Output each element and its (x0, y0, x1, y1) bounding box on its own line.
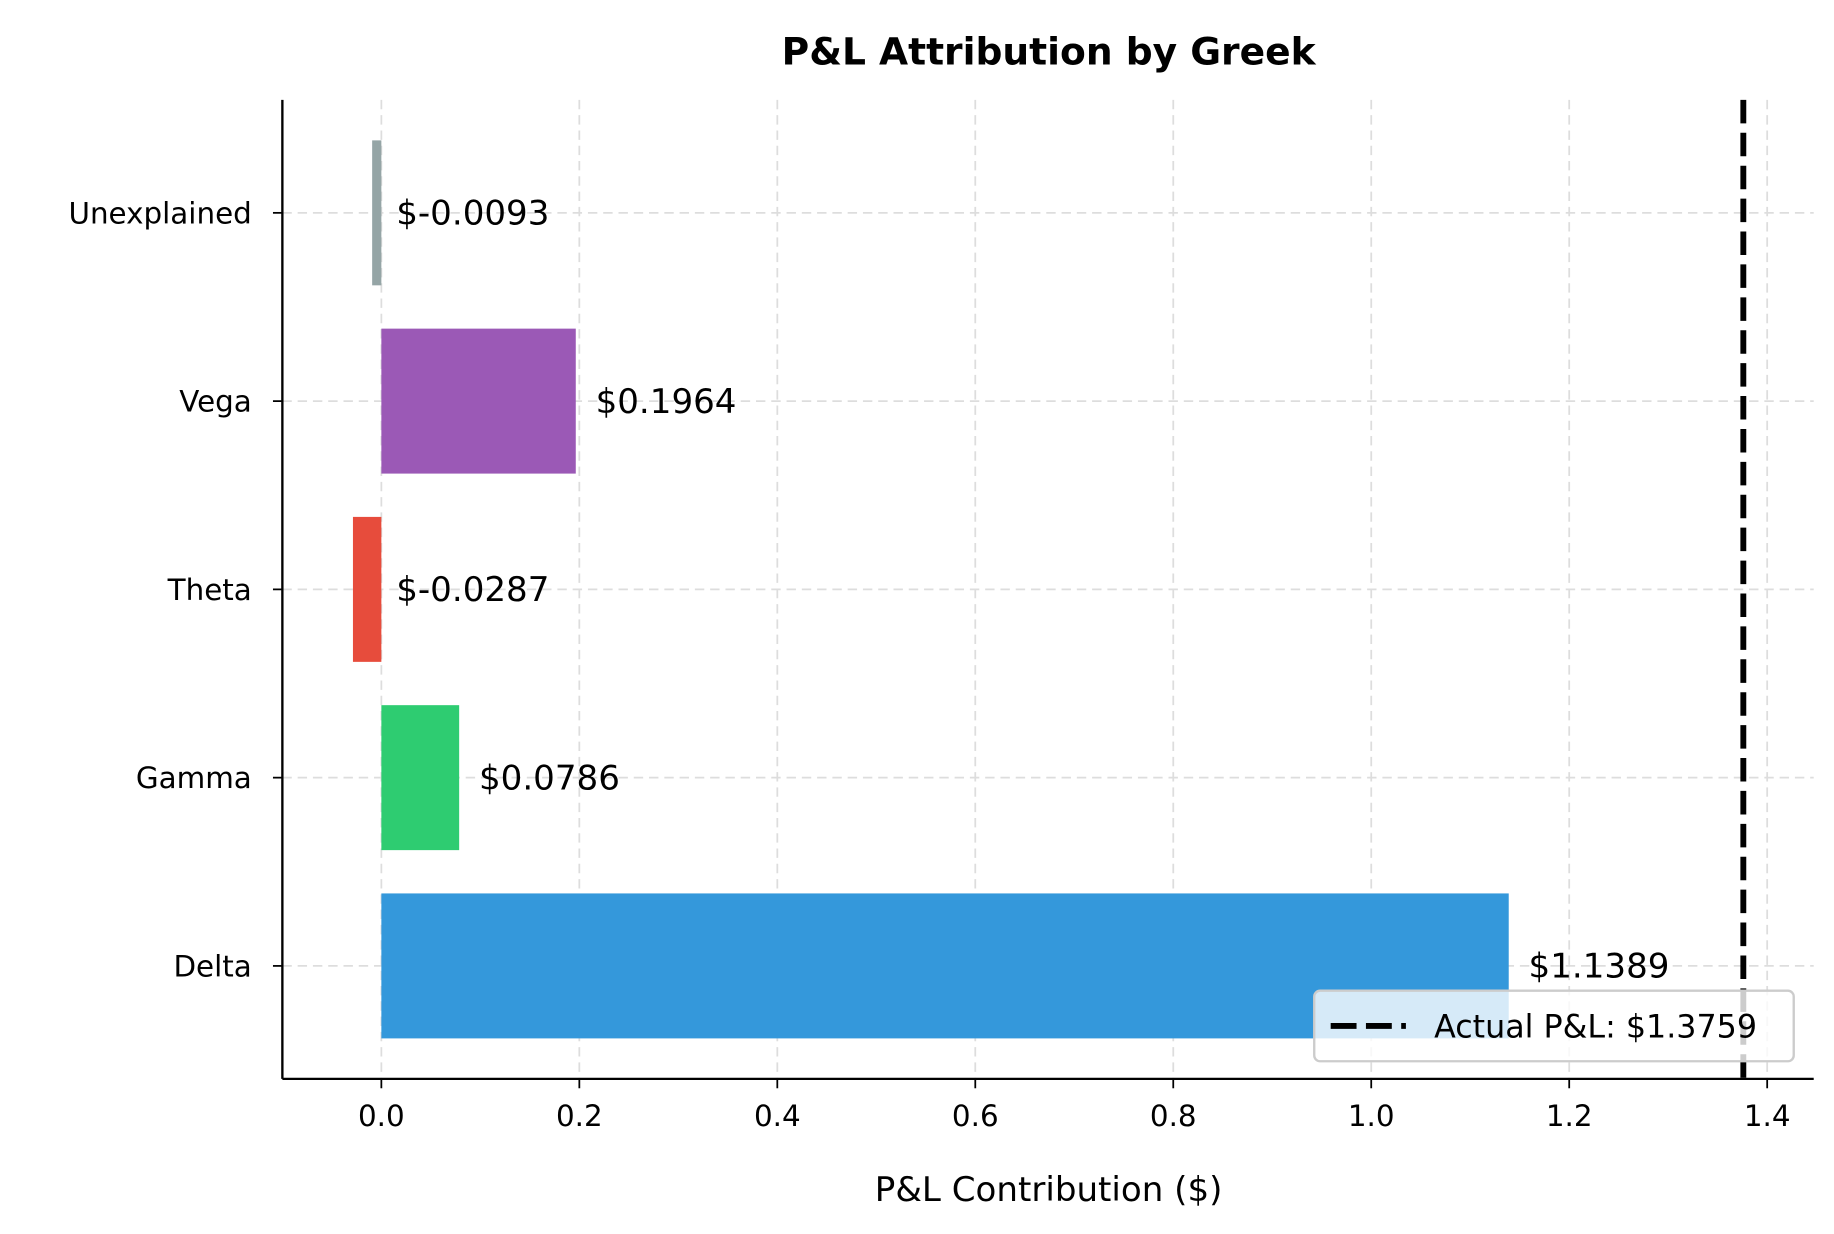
bar-vega (381, 328, 576, 474)
legend-entry-actual-pnl: Actual P&L: $1.3759 (1434, 1010, 1757, 1046)
x-axis-label: P&L Contribution ($) (875, 1170, 1223, 1210)
y-tick-label: Theta (167, 573, 252, 607)
x-tick-label: 0.0 (358, 1099, 405, 1133)
bar-value-label: $-0.0287 (396, 570, 549, 610)
y-tick-label: Unexplained (68, 196, 251, 230)
y-tick-label: Delta (173, 949, 251, 983)
bar-theta (352, 516, 382, 662)
y-tick-label: Gamma (136, 761, 252, 795)
axes: 0.0 0.2 0.4 0.6 0.8 1.0 1.2 1.4 Delta Gamma Theta V… (68, 99, 1814, 1133)
x-tick-label: 1.0 (1348, 1099, 1395, 1133)
chart-title: P&L Attribution by Greek (782, 30, 1317, 74)
y-tick-label: Vega (179, 385, 252, 419)
legend: Actual P&L: $1.3759 (1313, 989, 1795, 1063)
x-tick-label: 0.4 (754, 1099, 801, 1133)
x-tick-label: 0.2 (556, 1099, 603, 1133)
bar-gamma (381, 705, 460, 851)
x-tick-label: 0.8 (1150, 1099, 1197, 1133)
x-tick-label: 1.4 (1744, 1099, 1791, 1133)
bar-unexplained (372, 140, 382, 286)
bar-value-label: $1.1389 (1529, 947, 1670, 987)
bar-value-label: $-0.0093 (396, 194, 549, 234)
x-tick-label: 1.2 (1546, 1099, 1593, 1133)
bar-value-label: $0.1964 (596, 382, 737, 422)
legend-box (1313, 989, 1795, 1063)
bar-value-label: $0.0786 (479, 758, 620, 798)
x-tick-label: 0.6 (952, 1099, 999, 1133)
bar-value-labels: $1.1389 $0.0786 $-0.0287 $0.1964 $-0.0093 (396, 194, 1669, 987)
